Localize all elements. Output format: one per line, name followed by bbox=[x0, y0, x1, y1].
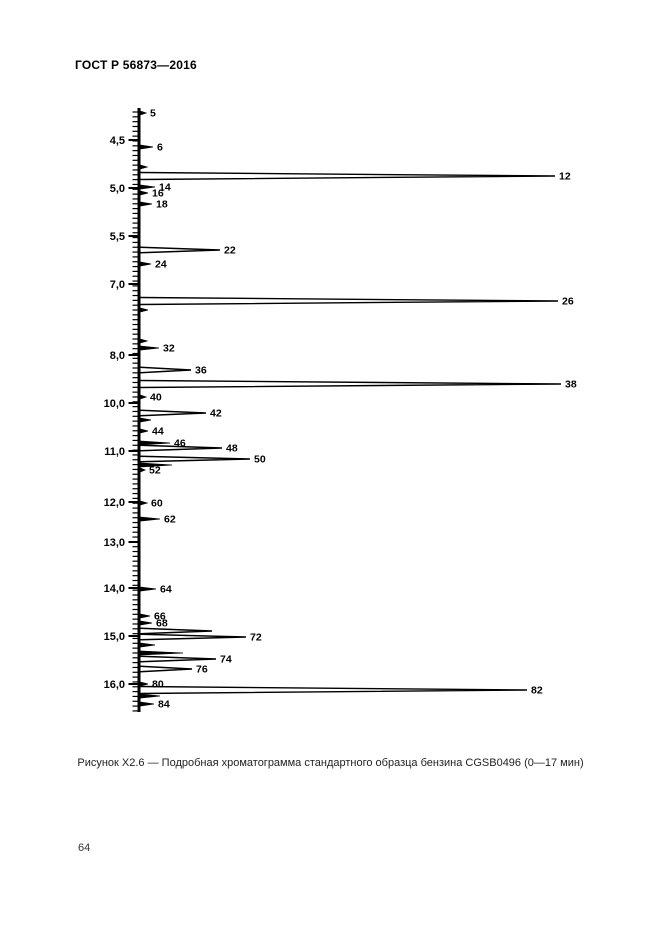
time-axis-label: 7,0 bbox=[110, 279, 125, 291]
time-axis-label: 13,0 bbox=[104, 537, 125, 549]
peak-number-label: 46 bbox=[174, 438, 186, 450]
peak-trace bbox=[139, 455, 251, 463]
peak-trace bbox=[139, 201, 153, 207]
chromatogram-figure: 4,5 5,0 5,5 7,0 8,0 10,0 11,0 12,0 13,0 14,0 15,0 1… bbox=[104, 108, 577, 712]
time-axis-label: 15,0 bbox=[104, 631, 125, 643]
peak-number-label: 64 bbox=[160, 584, 172, 596]
peak-trace bbox=[139, 665, 193, 673]
peak-trace bbox=[139, 701, 155, 707]
peak-trace bbox=[139, 685, 528, 695]
peak-trace bbox=[139, 681, 149, 687]
peak-trace bbox=[139, 171, 556, 181]
peak-number-label: 16 bbox=[152, 188, 164, 200]
peak-trace bbox=[139, 296, 559, 306]
peak-trace bbox=[139, 467, 147, 473]
peak-number-label: 52 bbox=[149, 465, 161, 477]
peak-trace bbox=[139, 440, 171, 446]
time-axis-label: 4,5 bbox=[110, 135, 125, 147]
peak-number-label: 38 bbox=[565, 379, 577, 391]
peak-trace bbox=[139, 462, 173, 468]
peak-number-label: 26 bbox=[562, 296, 574, 308]
peak-trace bbox=[139, 261, 152, 267]
peak-number-label: 76 bbox=[196, 664, 208, 676]
figure-caption: Рисунок Х2.6 — Подробная хроматограмма с… bbox=[77, 757, 584, 769]
time-axis-label: 14,0 bbox=[104, 583, 125, 595]
peak-number-label: 60 bbox=[151, 498, 163, 510]
peak-number-label: 44 bbox=[152, 426, 164, 438]
peak-number-label: 36 bbox=[195, 365, 207, 377]
time-axis-label: 8,0 bbox=[110, 350, 125, 362]
peak-number-label: 68 bbox=[156, 618, 168, 630]
page-number: 64 bbox=[78, 842, 91, 854]
peak-trace bbox=[139, 366, 192, 374]
time-axis-label: 5,5 bbox=[110, 231, 125, 243]
peak-number-label: 62 bbox=[164, 514, 176, 526]
peak-number-label: 22 bbox=[224, 245, 236, 257]
peak-number-label: 72 bbox=[250, 632, 262, 644]
peak-trace bbox=[139, 620, 153, 626]
peak-number-label: 50 bbox=[254, 454, 266, 466]
peak-trace bbox=[139, 516, 161, 522]
time-axis-label: 11,0 bbox=[104, 446, 125, 458]
peak-trace bbox=[139, 144, 154, 150]
time-axis-label: 16,0 bbox=[104, 679, 125, 691]
peak-number-label: 66 bbox=[154, 611, 166, 623]
peak-trace bbox=[139, 627, 213, 635]
peak-number-label: 14 bbox=[159, 182, 171, 194]
peak-number-label: 40 bbox=[150, 392, 162, 404]
peak-trace bbox=[139, 164, 149, 170]
peak-trace bbox=[139, 246, 221, 254]
peak-trace bbox=[139, 444, 223, 452]
peak-trace bbox=[139, 417, 152, 423]
peak-number-label: 32 bbox=[163, 343, 175, 355]
peak-trace bbox=[139, 655, 217, 663]
peak-trace bbox=[139, 184, 156, 190]
peak-trace bbox=[139, 338, 149, 344]
peak-trace bbox=[139, 428, 149, 434]
peak-trace bbox=[139, 379, 562, 389]
peak-trace bbox=[139, 307, 149, 313]
peak-number-label: 24 bbox=[155, 259, 167, 271]
peak-trace bbox=[139, 500, 149, 506]
standard-designation: ГОСТ Р 56873—2016 bbox=[75, 58, 197, 72]
time-axis-label: 5,0 bbox=[110, 183, 125, 195]
peak-trace bbox=[139, 345, 160, 351]
peak-trace bbox=[139, 693, 161, 699]
peak-number-label: 80 bbox=[152, 679, 164, 691]
peak-number-label: 6 bbox=[157, 142, 163, 154]
peak-trace bbox=[139, 586, 157, 592]
peak-trace bbox=[139, 110, 148, 116]
peak-number-label: 12 bbox=[559, 171, 571, 183]
peak-trace bbox=[139, 650, 184, 656]
peak-number-label: 48 bbox=[226, 443, 238, 455]
peak-trace bbox=[139, 613, 151, 619]
time-axis-label: 10,0 bbox=[104, 398, 125, 410]
peak-trace bbox=[139, 642, 156, 648]
peak-trace bbox=[139, 409, 207, 417]
peak-trace bbox=[139, 394, 148, 400]
peak-number-label: 18 bbox=[156, 199, 168, 211]
peak-number-label: 74 bbox=[220, 654, 232, 666]
peak-number-label: 42 bbox=[210, 408, 222, 420]
time-axis-label: 12,0 bbox=[104, 497, 125, 509]
peak-trace bbox=[139, 190, 149, 196]
peak-number-label: 5 bbox=[150, 108, 156, 120]
peak-number-label: 82 bbox=[531, 685, 543, 697]
peak-trace bbox=[139, 633, 247, 641]
peak-number-label: 84 bbox=[158, 699, 170, 711]
